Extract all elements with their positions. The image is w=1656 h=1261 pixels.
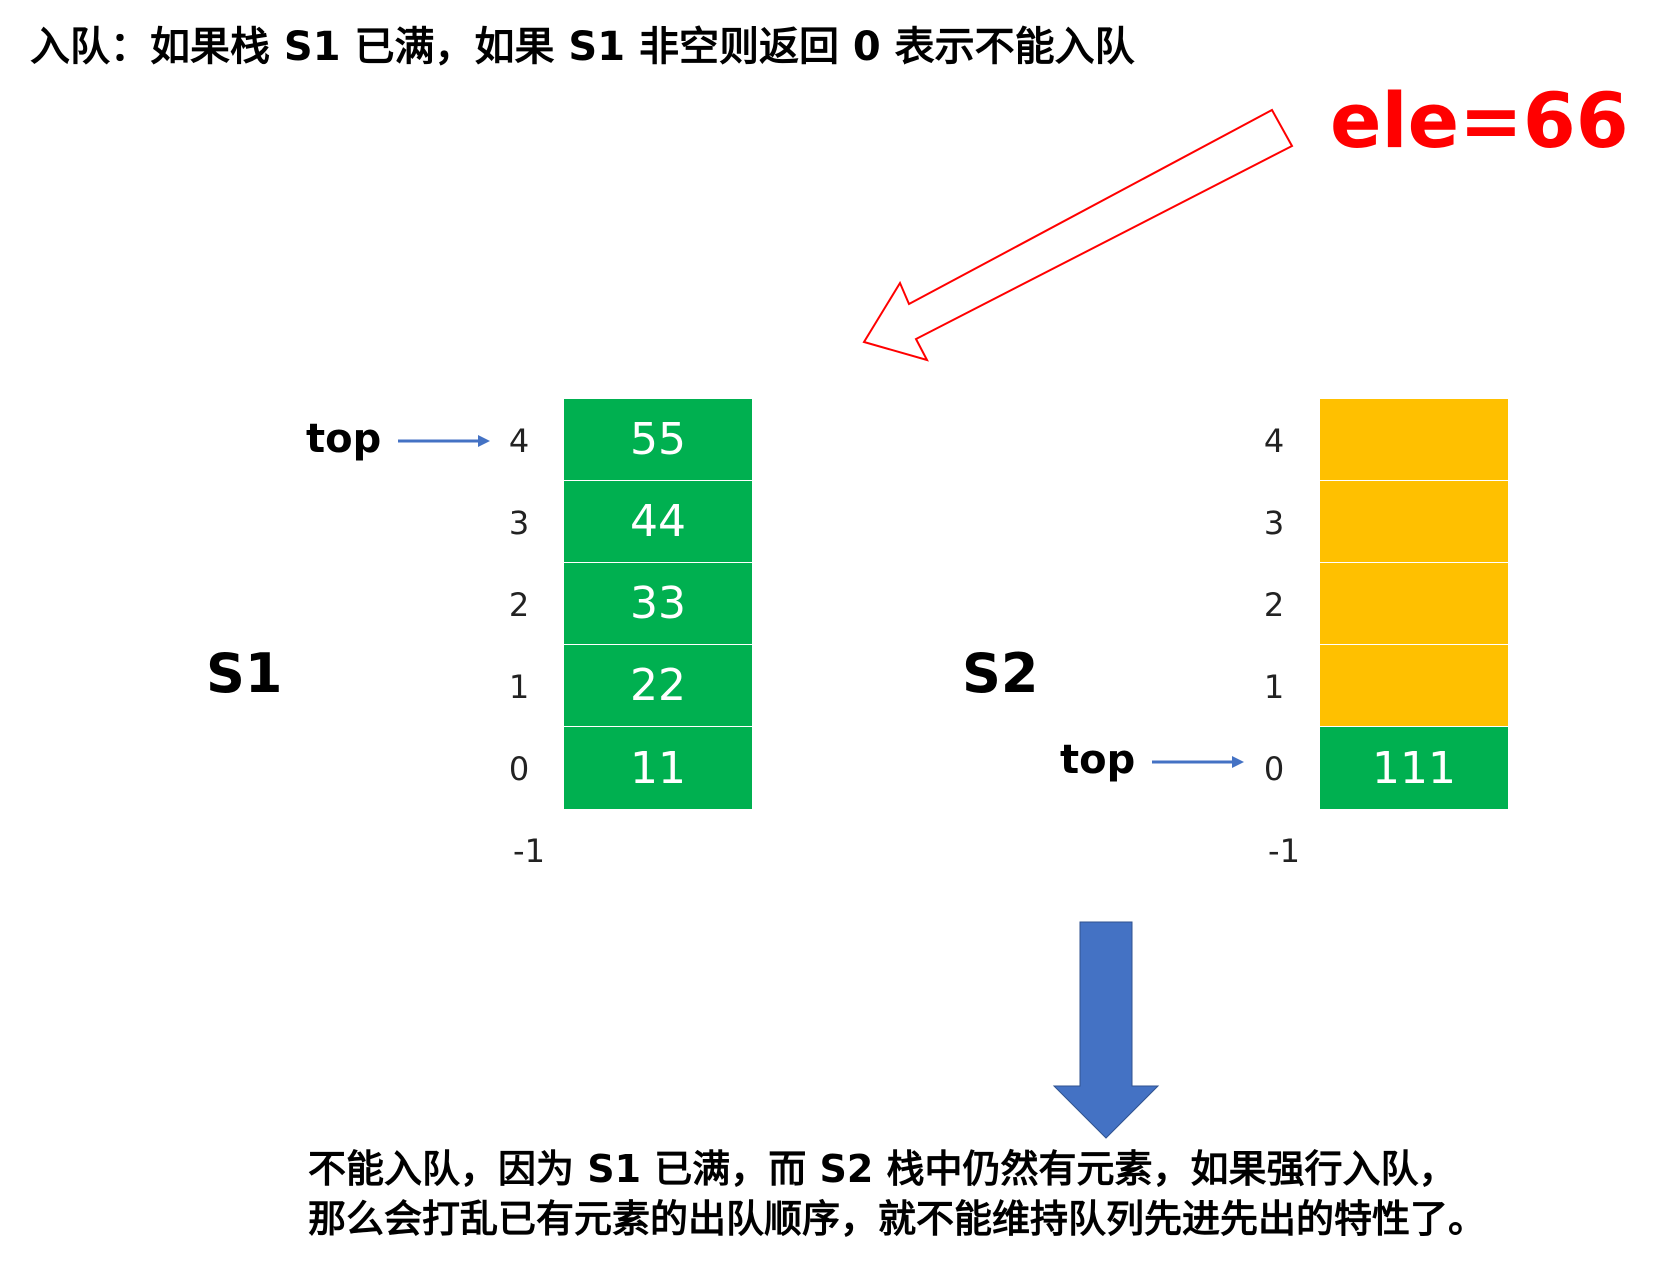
stack-s1-cell: 33 xyxy=(564,563,752,645)
s2-top-label: top xyxy=(1060,737,1136,783)
s2-index: 2 xyxy=(1263,586,1285,624)
s1-index: 3 xyxy=(508,504,530,542)
stack-s2-name: S2 xyxy=(962,642,1039,705)
s1-index: 4 xyxy=(508,422,530,460)
s2-index: 4 xyxy=(1263,422,1285,460)
s1-top-label: top xyxy=(306,416,382,462)
s2-index: -1 xyxy=(1268,832,1300,870)
conclusion-line-1: 不能入队，因为 S1 已满，而 S2 栈中仍然有元素，如果强行入队， xyxy=(308,1147,1457,1191)
hollow-arrow-icon xyxy=(862,108,1294,362)
stack-s1-cell: 11 xyxy=(564,727,752,809)
s2-index: 3 xyxy=(1263,504,1285,542)
s2-index: 0 xyxy=(1263,750,1285,788)
page-title: 入队：如果栈 S1 已满，如果 S1 非空则返回 0 表示不能入队 xyxy=(30,24,1135,70)
s1-top-arrow-icon xyxy=(398,435,490,447)
stack-s1: 55 44 33 22 11 xyxy=(564,399,752,809)
s1-index: 1 xyxy=(508,668,530,706)
s1-index: 2 xyxy=(508,586,530,624)
stack-s1-cell: 22 xyxy=(564,645,752,727)
stack-s2-cell xyxy=(1320,563,1508,645)
s1-index: -1 xyxy=(513,832,545,870)
stack-s1-name: S1 xyxy=(206,642,283,705)
stack-s2-cell xyxy=(1320,399,1508,481)
conclusion-line-2: 那么会打乱已有元素的出队顺序，就不能维持队列先进先出的特性了。 xyxy=(308,1197,1487,1241)
s2-top-arrow-icon xyxy=(1152,756,1244,768)
conclusion-text: 不能入队，因为 S1 已满，而 S2 栈中仍然有元素，如果强行入队， 那么会打乱… xyxy=(308,1144,1486,1244)
stack-s1-cell: 55 xyxy=(564,399,752,481)
stack-s2-cell: 111 xyxy=(1320,727,1508,809)
stack-s2: 111 xyxy=(1320,399,1508,809)
s2-index: 1 xyxy=(1263,668,1285,706)
down-arrow-icon xyxy=(1052,921,1160,1139)
s1-index: 0 xyxy=(508,750,530,788)
stack-s2-cell xyxy=(1320,481,1508,563)
stack-s2-cell xyxy=(1320,645,1508,727)
stack-s1-cell: 44 xyxy=(564,481,752,563)
element-label: ele=66 xyxy=(1330,76,1629,165)
